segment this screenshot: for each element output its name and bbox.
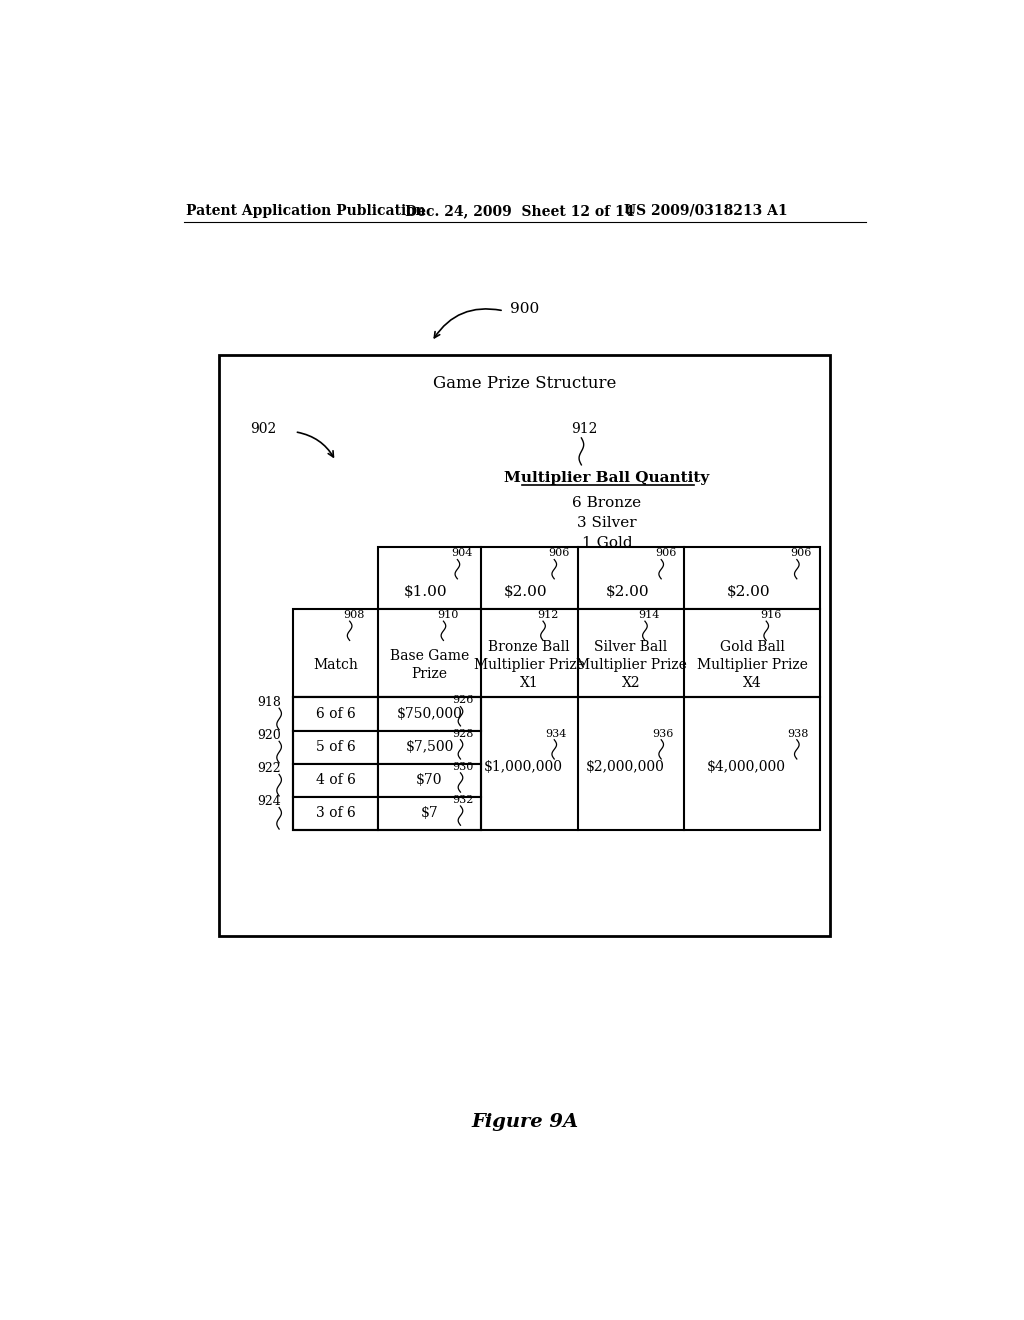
Text: 900: 900: [510, 301, 540, 315]
Text: 910: 910: [437, 610, 459, 620]
Text: 932: 932: [453, 795, 474, 805]
Text: 906: 906: [548, 548, 569, 558]
Text: 938: 938: [787, 729, 809, 739]
Text: Multiplier Ball Quantity: Multiplier Ball Quantity: [505, 471, 710, 484]
Bar: [293, 763, 378, 797]
Text: 902: 902: [251, 422, 276, 437]
Text: 928: 928: [453, 729, 474, 739]
Bar: [378, 697, 480, 730]
Text: $1.00: $1.00: [403, 585, 447, 599]
Text: $4,000,000: $4,000,000: [707, 760, 785, 775]
Bar: [293, 797, 378, 830]
Text: Base Game
Prize: Base Game Prize: [390, 649, 469, 681]
Bar: [378, 548, 820, 609]
Text: 914: 914: [639, 610, 660, 620]
Bar: [219, 355, 830, 936]
Bar: [378, 763, 480, 797]
Text: $750,000: $750,000: [396, 708, 463, 721]
Bar: [293, 697, 378, 730]
Text: 924: 924: [257, 795, 282, 808]
Text: $7: $7: [421, 807, 438, 820]
Text: Figure 9A: Figure 9A: [471, 1114, 579, 1131]
Text: 926: 926: [453, 696, 474, 705]
Text: $2,000,000: $2,000,000: [586, 760, 665, 775]
Text: 912: 912: [537, 610, 558, 620]
Bar: [293, 609, 820, 697]
Text: $7,500: $7,500: [406, 741, 454, 754]
Bar: [293, 730, 378, 763]
Text: 904: 904: [452, 548, 472, 558]
Text: 912: 912: [571, 422, 598, 437]
Text: 930: 930: [453, 762, 474, 772]
Text: Patent Application Publication: Patent Application Publication: [186, 203, 426, 218]
Text: 936: 936: [652, 729, 673, 739]
Bar: [293, 697, 820, 830]
Text: 4 of 6: 4 of 6: [315, 774, 355, 787]
Text: 916: 916: [760, 610, 781, 620]
Text: 908: 908: [343, 610, 365, 620]
Text: $1,000,000: $1,000,000: [483, 760, 562, 775]
Text: 934: 934: [545, 729, 566, 739]
Bar: [378, 730, 480, 763]
Text: 920: 920: [257, 729, 282, 742]
Text: 3 of 6: 3 of 6: [315, 807, 355, 820]
Text: Game Prize Structure: Game Prize Structure: [433, 375, 616, 392]
Text: $2.00: $2.00: [727, 585, 770, 599]
Text: Dec. 24, 2009  Sheet 12 of 14: Dec. 24, 2009 Sheet 12 of 14: [406, 203, 635, 218]
Text: $2.00: $2.00: [504, 585, 547, 599]
Text: US 2009/0318213 A1: US 2009/0318213 A1: [624, 203, 787, 218]
Text: $2.00: $2.00: [605, 585, 649, 599]
Text: 3 Silver: 3 Silver: [578, 516, 637, 531]
Text: Silver Ball
Multiplier Prize
X2: Silver Ball Multiplier Prize X2: [575, 640, 686, 690]
Text: 918: 918: [257, 696, 282, 709]
Text: 1 Gold: 1 Gold: [582, 536, 632, 550]
Text: 5 of 6: 5 of 6: [315, 741, 355, 754]
Text: Gold Ball
Multiplier Prize
X4: Gold Ball Multiplier Prize X4: [696, 640, 808, 690]
Text: 6 Bronze: 6 Bronze: [572, 496, 641, 511]
Text: 906: 906: [791, 548, 812, 558]
Text: Bronze Ball
Multiplier Prize
X1: Bronze Ball Multiplier Prize X1: [474, 640, 585, 690]
Bar: [378, 797, 480, 830]
Text: 6 of 6: 6 of 6: [315, 708, 355, 721]
Text: 906: 906: [655, 548, 677, 558]
Text: 922: 922: [257, 762, 281, 775]
Text: Match: Match: [313, 659, 358, 672]
Text: $70: $70: [416, 774, 442, 787]
